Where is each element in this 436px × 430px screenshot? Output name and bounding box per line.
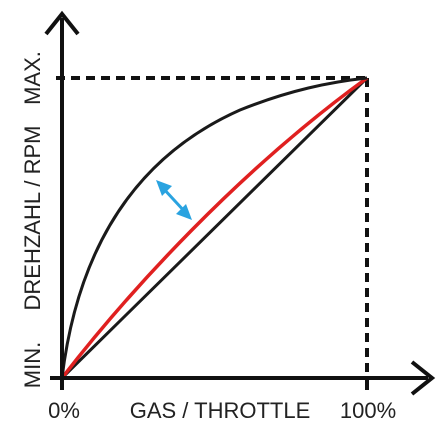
y-axis-title: DREHZAHL / RPM (20, 126, 45, 311)
curve-steep (60, 76, 368, 379)
x-axis (52, 360, 436, 396)
x-axis-max-label: 100% (340, 398, 396, 423)
difference-double-arrow-icon (156, 180, 192, 220)
x-axis-title: GAS / THROTTLE (130, 398, 311, 423)
curve-linear (60, 76, 369, 380)
y-axis (44, 10, 80, 388)
curve-red (60, 76, 369, 380)
y-axis-max-label: MAX. (20, 51, 45, 105)
x-axis-min-label: 0% (48, 398, 80, 423)
y-axis-min-label: MIN. (20, 342, 45, 388)
